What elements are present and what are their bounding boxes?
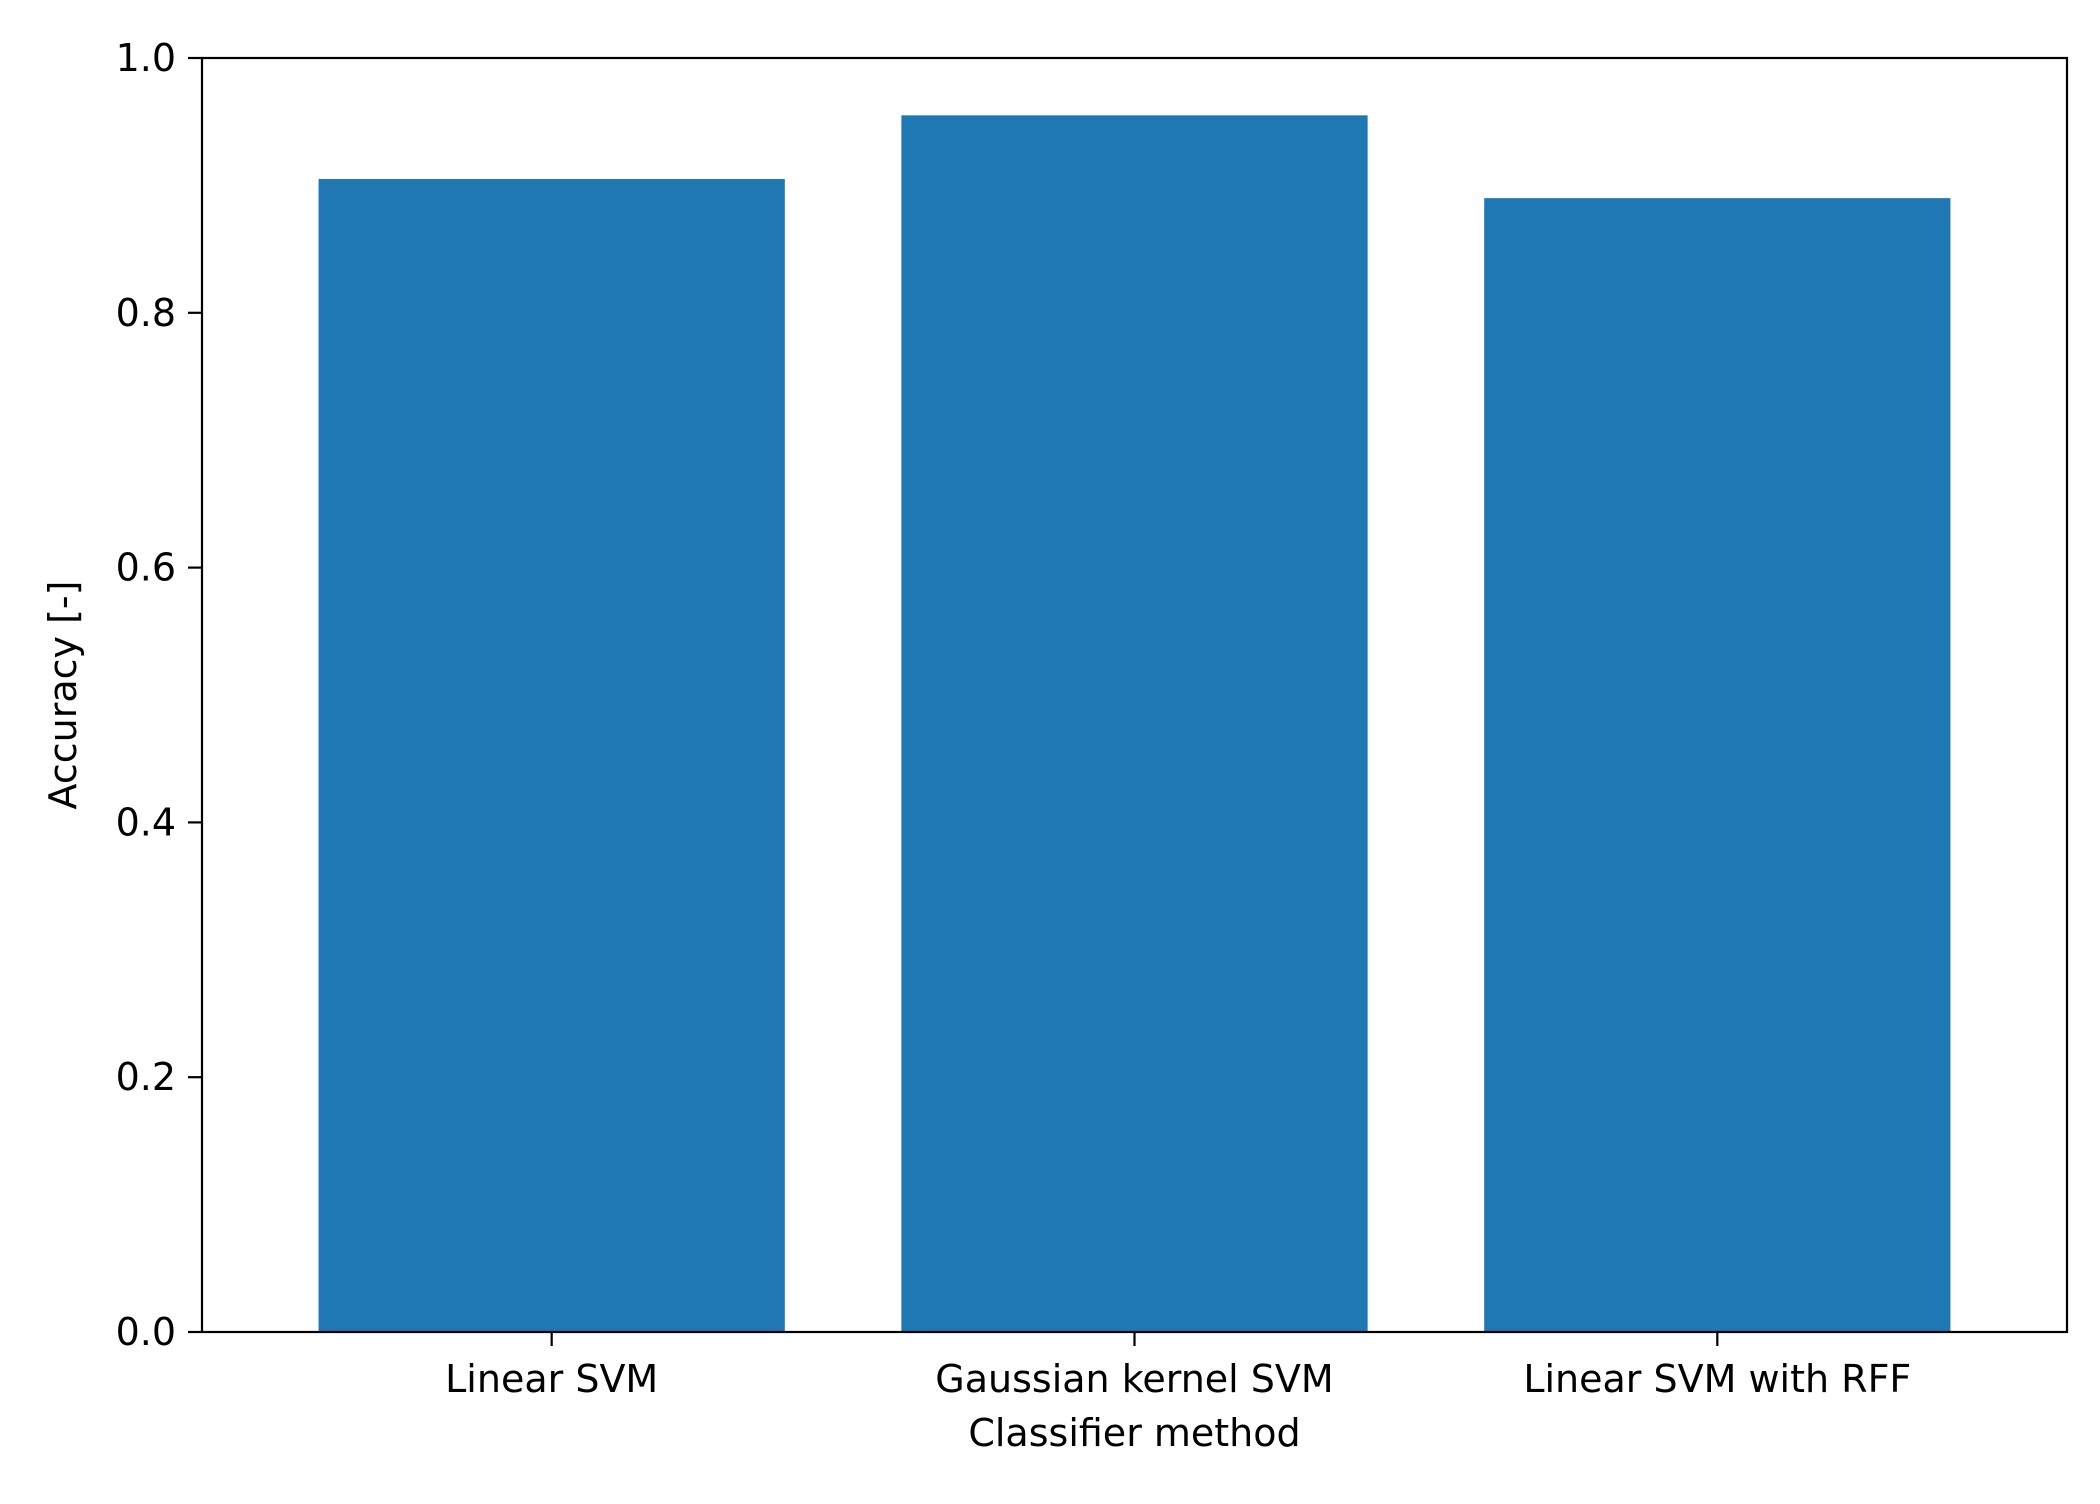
bar-2 — [901, 115, 1368, 1333]
y-tick-label: 0.0 — [116, 1310, 176, 1354]
x-tick-label: Linear SVM with RFF — [1523, 1357, 1911, 1401]
x-tick-label: Gaussian kernel SVM — [935, 1357, 1333, 1401]
bar-3 — [1484, 198, 1951, 1332]
x-axis-label: Classifier method — [968, 1411, 1300, 1455]
y-axis-label: Accuracy [-] — [41, 581, 85, 810]
y-tick-label: 0.4 — [116, 800, 176, 844]
x-tick-label: Linear SVM — [445, 1357, 658, 1401]
y-tick-label: 1.0 — [116, 36, 176, 80]
bar-1 — [318, 179, 785, 1332]
y-tick-label: 0.8 — [116, 291, 176, 335]
x-axis: Linear SVM Gaussian kernel SVM Linear SVM … — [445, 1332, 1911, 1401]
y-tick-label: 0.6 — [116, 546, 176, 590]
bars-layer — [318, 115, 1951, 1333]
y-axis: 0.0 0.2 0.4 0.6 0.8 1.0 — [116, 36, 202, 1354]
y-tick-label: 0.2 — [116, 1055, 176, 1099]
